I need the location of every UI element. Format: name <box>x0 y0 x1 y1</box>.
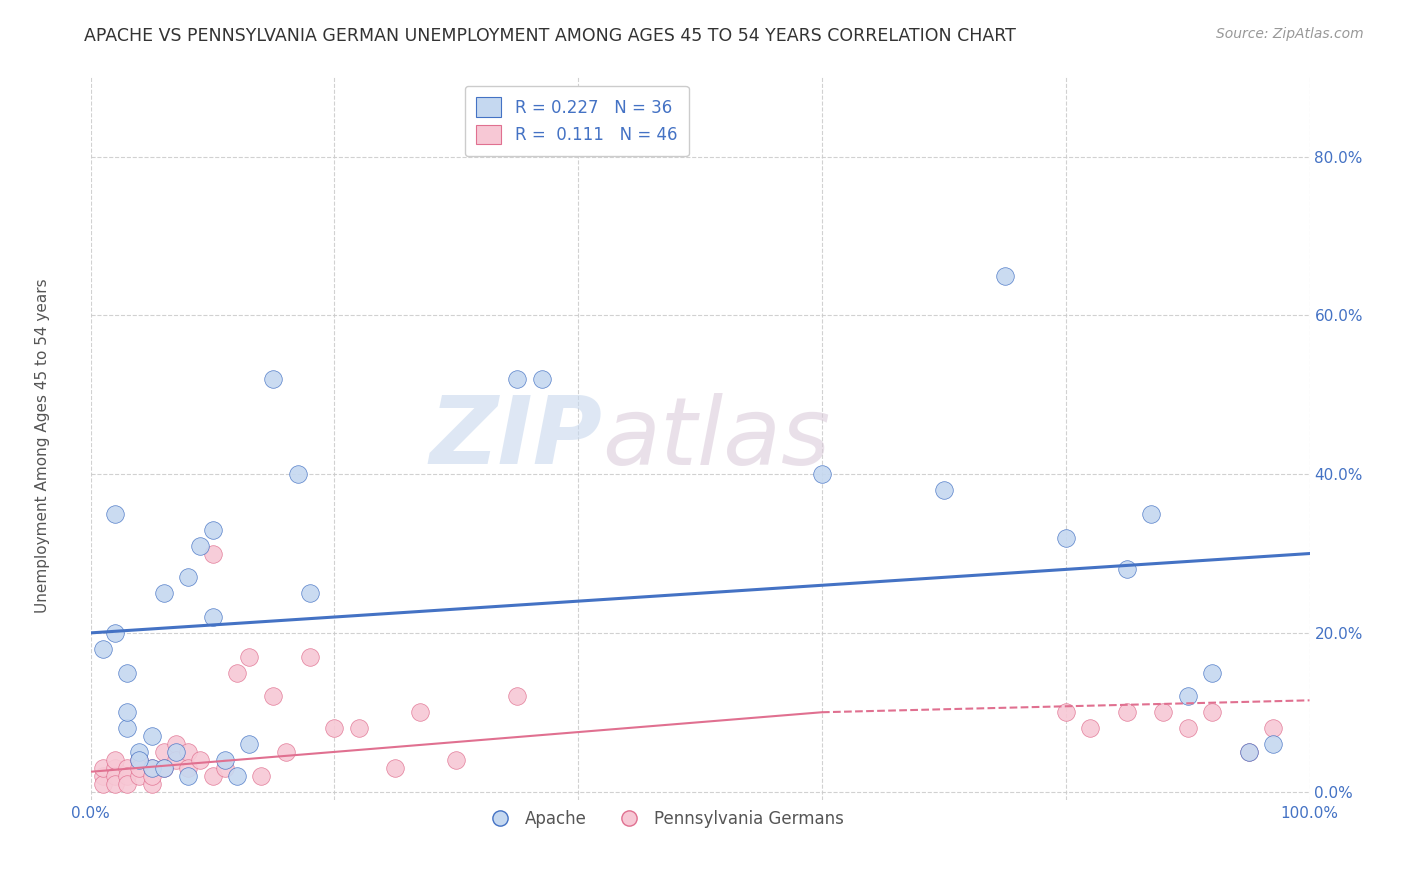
Point <box>141 729 163 743</box>
Point <box>188 539 211 553</box>
Point <box>104 761 127 775</box>
Point <box>188 753 211 767</box>
Point <box>201 610 224 624</box>
Point <box>115 777 138 791</box>
Point <box>238 649 260 664</box>
Point <box>152 761 174 775</box>
Point <box>152 745 174 759</box>
Point <box>225 665 247 680</box>
Point <box>128 745 150 759</box>
Point <box>128 761 150 775</box>
Point <box>1177 690 1199 704</box>
Point <box>91 769 114 783</box>
Point <box>177 761 200 775</box>
Text: Unemployment Among Ages 45 to 54 years: Unemployment Among Ages 45 to 54 years <box>35 278 49 614</box>
Point <box>274 745 297 759</box>
Point <box>262 690 284 704</box>
Point <box>115 761 138 775</box>
Point <box>250 769 273 783</box>
Point <box>201 769 224 783</box>
Point <box>104 777 127 791</box>
Point <box>152 586 174 600</box>
Point <box>347 721 370 735</box>
Point <box>91 777 114 791</box>
Point <box>152 761 174 775</box>
Text: APACHE VS PENNSYLVANIA GERMAN UNEMPLOYMENT AMONG AGES 45 TO 54 YEARS CORRELATION: APACHE VS PENNSYLVANIA GERMAN UNEMPLOYME… <box>84 27 1017 45</box>
Point <box>409 705 432 719</box>
Point <box>530 372 553 386</box>
Legend: Apache, Pennsylvania Germans: Apache, Pennsylvania Germans <box>477 803 851 835</box>
Point <box>177 745 200 759</box>
Point <box>115 665 138 680</box>
Point <box>115 721 138 735</box>
Point <box>201 547 224 561</box>
Point <box>104 769 127 783</box>
Point <box>128 769 150 783</box>
Point <box>506 372 529 386</box>
Point <box>932 483 955 497</box>
Point <box>1237 745 1260 759</box>
Point <box>238 737 260 751</box>
Point <box>91 641 114 656</box>
Point <box>115 769 138 783</box>
Point <box>298 586 321 600</box>
Point <box>141 761 163 775</box>
Point <box>298 649 321 664</box>
Point <box>262 372 284 386</box>
Point <box>201 523 224 537</box>
Point <box>1261 737 1284 751</box>
Text: ZIP: ZIP <box>430 392 603 484</box>
Text: Source: ZipAtlas.com: Source: ZipAtlas.com <box>1216 27 1364 41</box>
Point <box>165 737 187 751</box>
Point <box>177 570 200 584</box>
Point <box>165 753 187 767</box>
Point <box>1078 721 1101 735</box>
Point <box>177 769 200 783</box>
Point <box>115 705 138 719</box>
Point <box>1237 745 1260 759</box>
Point <box>384 761 406 775</box>
Point <box>91 761 114 775</box>
Point <box>1054 705 1077 719</box>
Point <box>446 753 468 767</box>
Point <box>1152 705 1174 719</box>
Point <box>214 761 236 775</box>
Point <box>1115 705 1137 719</box>
Point <box>128 753 150 767</box>
Point <box>141 777 163 791</box>
Point <box>225 769 247 783</box>
Text: atlas: atlas <box>603 393 831 484</box>
Point <box>1140 507 1163 521</box>
Point <box>128 753 150 767</box>
Point <box>1261 721 1284 735</box>
Point <box>1201 665 1223 680</box>
Point <box>104 626 127 640</box>
Point <box>811 467 834 482</box>
Point <box>165 745 187 759</box>
Point <box>1115 562 1137 576</box>
Point <box>214 753 236 767</box>
Point <box>141 769 163 783</box>
Point <box>506 690 529 704</box>
Point <box>323 721 346 735</box>
Point <box>1201 705 1223 719</box>
Point <box>1177 721 1199 735</box>
Point <box>1054 531 1077 545</box>
Point <box>104 753 127 767</box>
Point <box>994 268 1017 283</box>
Point <box>141 761 163 775</box>
Point <box>287 467 309 482</box>
Point <box>104 507 127 521</box>
